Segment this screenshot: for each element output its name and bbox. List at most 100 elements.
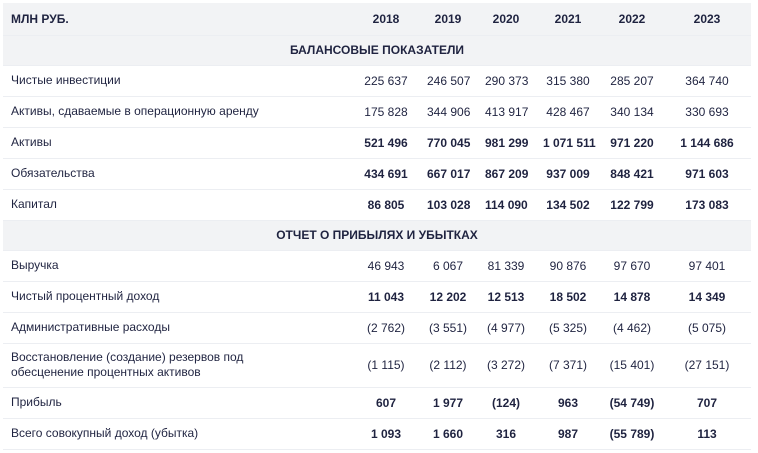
cell-value: (124) [477,387,535,419]
section-title: ОТЧЕТ О ПРИБЫЛЯХ И УБЫТКАХ [3,220,751,251]
cell-value: 11 043 [353,281,419,313]
row-label: Всего совокупный доход (убытка) [3,418,353,450]
cell-value: 225 637 [353,65,419,97]
year-header: 2023 [663,3,751,36]
row-label: Активы [3,127,353,159]
cell-value: (54 749) [601,387,663,419]
cell-value: (5 325) [535,312,601,344]
cell-value: (7 371) [535,343,601,388]
cell-value: 285 207 [601,65,663,97]
cell-value: 1 071 511 [535,127,601,159]
cell-value: (4 977) [477,312,535,344]
cell-value: 987 [535,418,601,450]
row-label: Выручка [3,250,353,282]
cell-value: 18 502 [535,281,601,313]
cell-value: 1 093 [353,418,419,450]
cell-value: 122 799 [601,189,663,221]
table-row: Капитал 86 805 103 028 114 090 134 502 122 79… [3,189,751,221]
year-header: 2021 [535,3,601,36]
cell-value: 90 876 [535,250,601,282]
row-label: Чистый процентный доход [3,281,353,313]
table-row: Всего совокупный доход (убытка) 1 093 1 66… [3,418,751,450]
row-label: Чистые инвестиции [3,65,353,97]
table-row: Чистый процентный доход 11 043 12 202 12 51… [3,281,751,313]
row-label: Активы, сдаваемые в операционную аренду [3,96,353,128]
cell-value: 971 220 [601,127,663,159]
cell-value: 12 202 [419,281,477,313]
cell-value: 707 [663,387,751,419]
cell-value: 6 067 [419,250,477,282]
cell-value: 14 349 [663,281,751,313]
cell-value: 963 [535,387,601,419]
cell-value: 1 144 686 [663,127,751,159]
table-row: Административные расходы (2 762) (3 551) (4… [3,312,751,344]
table-row: Выручка 46 943 6 067 81 339 90 876 97 670 97 4… [3,250,751,282]
cell-value: (5 075) [663,312,751,344]
cell-value: 81 339 [477,250,535,282]
unit-header: МЛН РУБ. [3,3,353,36]
cell-value: (3 272) [477,343,535,388]
cell-value: (1 115) [353,343,419,388]
cell-value: 103 028 [419,189,477,221]
cell-value: 770 045 [419,127,477,159]
cell-value: 521 496 [353,127,419,159]
row-label: Административные расходы [3,312,353,344]
row-label: Обязательства [3,158,353,190]
table-row: Прибыль 607 1 977 (124) 963 (54 749) 707 [3,387,751,419]
section-header: ОТЧЕТ О ПРИБЫЛЯХ И УБЫТКАХ [3,220,751,251]
year-header: 2022 [601,3,663,36]
cell-value: 607 [353,387,419,419]
cell-value: 434 691 [353,158,419,190]
year-header: 2020 [477,3,535,36]
cell-value: (27 151) [663,343,751,388]
table-row: Активы, сдаваемые в операционную аренду 1… [3,96,751,128]
cell-value: 315 380 [535,65,601,97]
row-label: Капитал [3,189,353,221]
cell-value: 246 507 [419,65,477,97]
cell-value: 12 513 [477,281,535,313]
cell-value: 173 083 [663,189,751,221]
table-row: Активы 521 496 770 045 981 299 1 071 511 971 … [3,127,751,159]
cell-value: (3 551) [419,312,477,344]
cell-value: (4 462) [601,312,663,344]
cell-value: 971 603 [663,158,751,190]
cell-value: 1 977 [419,387,477,419]
cell-value: 848 421 [601,158,663,190]
cell-value: 667 017 [419,158,477,190]
cell-value: 114 090 [477,189,535,221]
cell-value: 428 467 [535,96,601,128]
financial-table: МЛН РУБ. 2018 2019 2020 2021 2022 2023 БАЛАНС… [3,3,751,450]
cell-value: (55 789) [601,418,663,450]
cell-value: 316 [477,418,535,450]
cell-value: 97 670 [601,250,663,282]
row-label: Прибыль [3,387,353,419]
cell-value: (2 112) [419,343,477,388]
row-label: Восстановление (создание) резервов под о… [3,343,353,388]
cell-value: 290 373 [477,65,535,97]
cell-value: 981 299 [477,127,535,159]
cell-value: 1 660 [419,418,477,450]
cell-value: 330 693 [663,96,751,128]
table-row: Обязательства 434 691 667 017 867 209 937 00… [3,158,751,190]
cell-value: 413 917 [477,96,535,128]
cell-value: 175 828 [353,96,419,128]
cell-value: (15 401) [601,343,663,388]
cell-value: 937 009 [535,158,601,190]
cell-value: 46 943 [353,250,419,282]
cell-value: 364 740 [663,65,751,97]
cell-value: 97 401 [663,250,751,282]
section-title: БАЛАНСОВЫЕ ПОКАЗАТЕЛИ [3,35,751,66]
section-header: БАЛАНСОВЫЕ ПОКАЗАТЕЛИ [3,35,751,66]
year-header: 2018 [353,3,419,36]
table-row: Восстановление (создание) резервов под о… [3,343,751,388]
year-header: 2019 [419,3,477,36]
cell-value: (2 762) [353,312,419,344]
cell-value: 340 134 [601,96,663,128]
cell-value: 86 805 [353,189,419,221]
table-header: МЛН РУБ. 2018 2019 2020 2021 2022 2023 [3,3,751,36]
cell-value: 344 906 [419,96,477,128]
table-row: Чистые инвестиции 225 637 246 507 290 373 31… [3,65,751,97]
cell-value: 867 209 [477,158,535,190]
cell-value: 113 [663,418,751,450]
cell-value: 134 502 [535,189,601,221]
